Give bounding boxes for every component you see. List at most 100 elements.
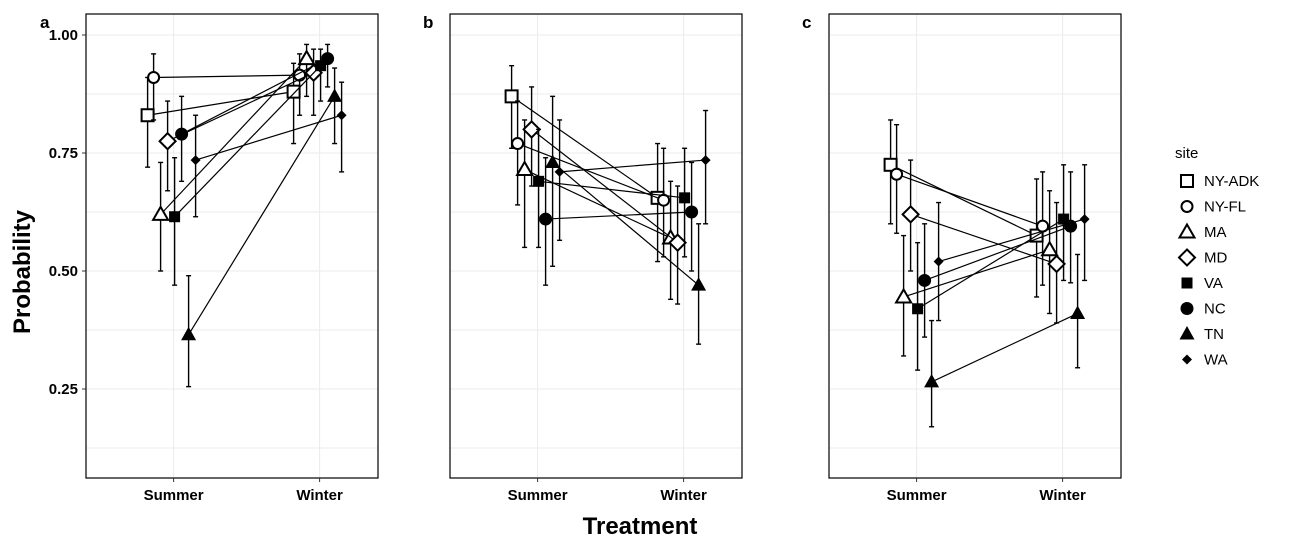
y-tick-label: 0.75	[49, 145, 78, 162]
x-tick-label: Summer	[508, 487, 568, 504]
data-point	[700, 155, 711, 166]
data-point	[336, 110, 347, 121]
legend-item-ny-adk: NY-ADK	[1180, 173, 1259, 190]
x-axis-title: Treatment	[583, 513, 698, 540]
data-point	[657, 193, 671, 207]
data-point	[685, 205, 699, 219]
y-tick-label: 1.00	[49, 27, 78, 44]
series-line	[531, 128, 678, 244]
series-nc	[175, 43, 335, 183]
legend-label: WA	[1204, 352, 1228, 369]
data-point	[912, 303, 924, 315]
panel-border	[449, 13, 743, 479]
series-va	[912, 164, 1070, 371]
series-line	[147, 91, 294, 116]
panel-letter: a	[40, 13, 50, 32]
series-line	[938, 218, 1085, 263]
panel-border	[85, 13, 379, 479]
series-ny-fl	[147, 53, 307, 121]
series-line	[160, 58, 308, 215]
data-point	[297, 49, 316, 66]
series-line	[931, 312, 1078, 383]
panel-b: b Summer Winter	[423, 13, 743, 504]
legend-key	[1181, 277, 1193, 289]
series-wa	[933, 164, 1090, 322]
x-tick-label: Winter	[660, 487, 707, 504]
data-point	[545, 154, 561, 168]
data-point	[321, 52, 335, 66]
legend-key	[1180, 302, 1194, 315]
legend-key	[1177, 248, 1197, 267]
data-point	[511, 137, 525, 151]
legend-item-wa: WA	[1182, 352, 1228, 369]
data-point	[1064, 219, 1078, 233]
series-line	[188, 96, 336, 336]
legend-label: TN	[1204, 326, 1224, 343]
series-nc	[918, 171, 1078, 338]
data-point	[1047, 254, 1067, 274]
data-point	[691, 277, 707, 291]
data-point	[169, 211, 181, 223]
series-wa	[554, 109, 711, 242]
series-line	[524, 168, 671, 239]
series-tn	[181, 67, 343, 388]
series-line	[903, 249, 1050, 298]
series-line	[890, 164, 1037, 237]
series-line	[181, 58, 328, 135]
y-axis-title: Probability	[9, 209, 36, 334]
panel-a: a Summer Winter 0.25 0.50 0.75 1.00	[40, 13, 379, 504]
data-point	[1040, 240, 1059, 257]
data-point	[522, 119, 542, 139]
series-line	[917, 218, 1064, 310]
series-line	[896, 173, 1043, 227]
data-point	[933, 256, 944, 267]
series-md	[901, 159, 1067, 324]
legend-key	[1179, 326, 1195, 340]
legend-title: site	[1175, 145, 1198, 162]
data-point	[533, 175, 545, 187]
panel-letter: b	[423, 13, 433, 32]
data-point	[924, 373, 940, 388]
x-tick-label: Winter	[296, 487, 343, 504]
data-point	[1070, 305, 1086, 319]
legend-label: VA	[1204, 275, 1223, 292]
data-point	[315, 60, 327, 72]
data-point	[515, 160, 534, 177]
legend-key	[1180, 174, 1194, 188]
legend: site NY-ADK NY-FL MA MD VA NC TN WA	[1175, 145, 1259, 369]
series-ny-fl	[890, 123, 1050, 286]
series-line	[517, 143, 664, 201]
series-line	[174, 65, 322, 218]
series-line	[552, 161, 699, 286]
series-tn	[924, 253, 1086, 428]
x-tick-label: Winter	[1039, 487, 1086, 504]
series-tn	[545, 95, 707, 345]
series-va	[169, 48, 327, 286]
data-point	[175, 127, 189, 141]
legend-label: NY-ADK	[1204, 173, 1259, 190]
data-point	[327, 88, 343, 102]
y-tick-label: 0.25	[49, 381, 78, 398]
legend-label: NY-FL	[1204, 199, 1246, 216]
panel-border	[828, 13, 1122, 479]
series-line	[153, 74, 300, 79]
legend-item-ma: MA	[1177, 222, 1227, 241]
data-point	[894, 287, 913, 304]
series-nc	[539, 157, 699, 286]
series-line	[511, 95, 658, 199]
series-ma	[894, 190, 1059, 357]
series-ma	[151, 43, 316, 272]
data-point	[1079, 214, 1090, 225]
data-point	[890, 167, 904, 181]
legend-key	[1182, 354, 1192, 365]
data-point	[918, 273, 932, 287]
legend-key	[1180, 200, 1194, 213]
series-ma	[515, 119, 680, 301]
series-line	[167, 72, 314, 142]
panel-letter: c	[802, 13, 811, 32]
series-line	[545, 211, 692, 220]
y-tick-label: 0.50	[49, 263, 78, 280]
series-ny-adk	[504, 64, 665, 263]
legend-item-md: MD	[1177, 248, 1227, 267]
